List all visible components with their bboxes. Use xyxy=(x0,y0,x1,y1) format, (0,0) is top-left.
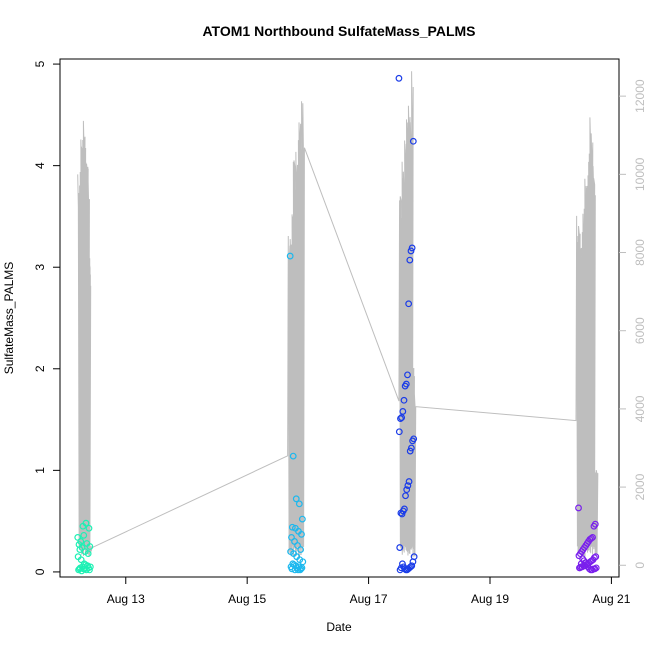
data-point xyxy=(406,256,414,264)
data-point xyxy=(577,563,585,571)
y2-tick-label: 10000 xyxy=(633,157,647,191)
data-point xyxy=(86,543,94,550)
data-point xyxy=(296,566,304,574)
data-point xyxy=(396,544,404,551)
y2-tick-label: 12000 xyxy=(633,79,647,113)
data-point xyxy=(409,137,417,145)
y-tick-label: 5 xyxy=(33,60,47,67)
y-axis: 0 1 2 3 4 5 xyxy=(33,60,60,575)
data-point xyxy=(403,486,411,494)
data-point xyxy=(407,444,415,452)
data-point xyxy=(82,519,90,527)
plot-frame xyxy=(59,58,620,578)
data-point xyxy=(288,523,296,531)
data-point xyxy=(397,509,405,517)
chart-title: ATOM1 Northbound SulfateMass_PALMS xyxy=(202,23,475,39)
data-point xyxy=(298,515,306,523)
y-axis-label: SulfateMass_PALMS xyxy=(2,262,16,375)
y-tick-label: 0 xyxy=(33,568,47,575)
data-point xyxy=(406,447,414,455)
data-point xyxy=(590,522,598,530)
data-point xyxy=(299,558,307,566)
data-point xyxy=(575,504,582,512)
secondary-y-axis: 0 2000 4000 6000 8000 10000 12000 xyxy=(619,79,647,569)
data-point xyxy=(84,550,92,558)
data-point xyxy=(398,510,406,518)
data-point xyxy=(402,492,409,500)
y-tick-label: 4 xyxy=(33,162,47,169)
y2-tick-label: 4000 xyxy=(633,395,647,422)
y2-tick-label: 8000 xyxy=(633,239,647,266)
data-point xyxy=(405,300,413,308)
x-tick-label: Aug 21 xyxy=(592,592,630,606)
data-point xyxy=(407,247,415,255)
x-axis-label: Date xyxy=(326,620,352,634)
x-tick-label: Aug 17 xyxy=(350,592,388,606)
data-point xyxy=(295,500,303,508)
x-tick-label: Aug 13 xyxy=(107,592,145,606)
data-point xyxy=(576,564,584,572)
data-point xyxy=(404,482,412,489)
data-point xyxy=(399,560,406,568)
data-point xyxy=(405,478,413,485)
data-point xyxy=(85,524,93,532)
y2-tick-label: 2000 xyxy=(633,473,647,500)
y-tick-label: 1 xyxy=(33,467,47,474)
x-tick-label: Aug 15 xyxy=(228,592,266,606)
x-axis: Aug 13 Aug 15 Aug 17 Aug 19 Aug 21 xyxy=(107,577,631,606)
y2-tick-label: 6000 xyxy=(633,317,647,344)
altitude-line xyxy=(77,71,599,558)
data-point xyxy=(395,74,403,82)
data-point xyxy=(292,495,300,503)
data-point xyxy=(84,562,92,570)
data-point xyxy=(399,408,407,415)
data-point xyxy=(409,437,416,445)
data-point xyxy=(289,452,297,460)
data-point xyxy=(75,566,82,574)
data-point xyxy=(395,428,403,436)
data-point xyxy=(398,414,406,421)
data-point xyxy=(401,382,409,390)
data-point xyxy=(298,530,305,538)
y2-tick-label: 0 xyxy=(633,562,647,569)
data-points xyxy=(74,74,600,575)
y-tick-label: 2 xyxy=(33,365,47,372)
y-tick-label: 3 xyxy=(33,264,47,271)
data-point xyxy=(297,546,305,553)
data-point xyxy=(400,396,408,404)
data-point xyxy=(80,531,88,539)
x-tick-label: Aug 19 xyxy=(471,592,509,606)
data-point xyxy=(577,560,585,568)
data-point xyxy=(297,565,305,573)
data-point xyxy=(397,415,404,422)
data-point xyxy=(396,566,404,574)
data-point xyxy=(404,371,411,379)
altitude-trace xyxy=(77,71,599,558)
data-point xyxy=(286,252,294,260)
data-point xyxy=(408,244,416,252)
